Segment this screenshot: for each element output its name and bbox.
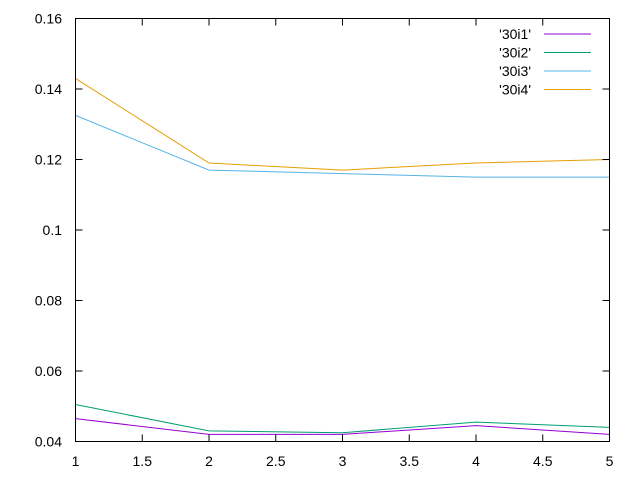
legend-label: '30i3' [499, 63, 531, 79]
legend-item: '30i2' [499, 45, 591, 61]
x-tick-label: 4.5 [533, 453, 553, 469]
series-line-4 [75, 77, 610, 171]
series-line-3 [75, 114, 610, 178]
x-tick-label: 3.5 [400, 453, 420, 469]
y-tick-label: 0.12 [35, 152, 62, 168]
y-tick-label: 0.16 [35, 11, 62, 27]
y-tick-label: 0.06 [35, 363, 62, 379]
legend-item: '30i1' [499, 26, 591, 42]
legend-label: '30i1' [499, 26, 531, 42]
y-tick-label: 0.14 [35, 81, 62, 97]
x-tick-label: 1 [72, 453, 80, 469]
ticks-layer: 1 1.5 2 2.5 3 3.5 4 4.5 5 0.04 0.06 0.08 0.1 0.12 0.14… [35, 11, 614, 470]
x-tick-label: 2.5 [266, 453, 286, 469]
legend-label: '30i2' [499, 45, 531, 61]
x-tick-label: 3 [339, 453, 347, 469]
x-tick-label: 5 [606, 453, 614, 469]
x-tick-label: 1.5 [133, 453, 153, 469]
legend: '30i1' '30i2' '30i3' '30i4' [499, 26, 591, 98]
y-tick-label: 0.1 [43, 222, 63, 238]
x-tick-label: 4 [472, 453, 480, 469]
series-layer [75, 77, 610, 435]
y-tick-label: 0.08 [35, 293, 62, 309]
y-tick-label: 0.04 [35, 434, 62, 450]
legend-item: '30i4' [499, 82, 591, 98]
series-line-2 [75, 404, 610, 434]
series-line-1 [75, 418, 610, 435]
x-tick-label: 2 [205, 453, 213, 469]
legend-label: '30i4' [499, 82, 531, 98]
plot-frame [75, 18, 610, 442]
legend-item: '30i3' [499, 63, 591, 79]
